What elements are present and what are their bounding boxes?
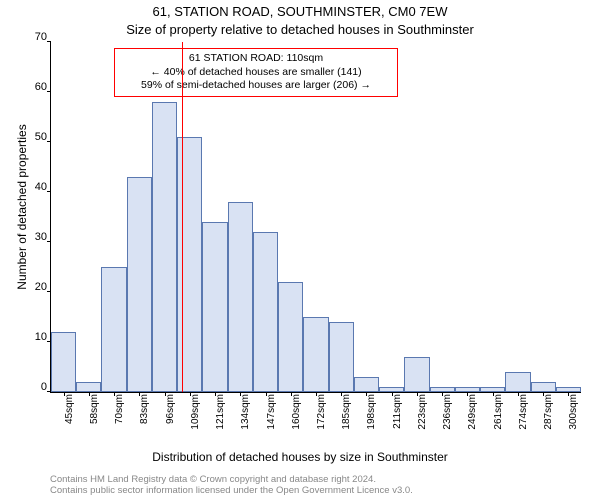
histogram-bar [127, 177, 152, 392]
x-tick-mark [341, 392, 342, 396]
x-tick-label: 96sqm [165, 394, 176, 444]
info-line-1: 61 STATION ROAD: 110sqm [121, 52, 391, 66]
y-tick-mark [47, 91, 51, 92]
x-tick-mark [291, 392, 292, 396]
x-tick-mark [568, 392, 569, 396]
x-tick-mark [493, 392, 494, 396]
x-tick-mark [543, 392, 544, 396]
histogram-bar [202, 222, 227, 392]
x-tick-label: 58sqm [89, 394, 100, 444]
y-tick-mark [47, 291, 51, 292]
histogram-bar [531, 382, 556, 392]
x-tick-mark [240, 392, 241, 396]
marker-line [182, 42, 183, 392]
info-line-3: 59% of semi-detached houses are larger (… [121, 79, 391, 93]
x-tick-label: 261sqm [493, 394, 504, 444]
x-tick-mark [467, 392, 468, 396]
x-tick-mark [518, 392, 519, 396]
x-tick-label: 109sqm [190, 394, 201, 444]
footer-line-1: Contains HM Land Registry data © Crown c… [50, 474, 413, 485]
info-box: 61 STATION ROAD: 110sqm ← 40% of detache… [114, 48, 398, 97]
info-line-2: ← 40% of detached houses are smaller (14… [121, 66, 391, 80]
x-tick-mark [89, 392, 90, 396]
y-tick-mark [47, 141, 51, 142]
x-tick-mark [366, 392, 367, 396]
histogram-bar [303, 317, 328, 392]
histogram-bar [354, 377, 379, 392]
chart-title-line2: Size of property relative to detached ho… [0, 22, 600, 37]
x-tick-label: 274sqm [518, 394, 529, 444]
x-tick-mark [392, 392, 393, 396]
histogram-bar [101, 267, 126, 392]
histogram-bar [505, 372, 530, 392]
x-tick-mark [266, 392, 267, 396]
footer: Contains HM Land Registry data © Crown c… [50, 474, 413, 497]
x-tick-label: 300sqm [568, 394, 579, 444]
x-tick-mark [417, 392, 418, 396]
chart-title-line1: 61, STATION ROAD, SOUTHMINSTER, CM0 7EW [0, 4, 600, 19]
x-tick-label: 121sqm [215, 394, 226, 444]
x-tick-mark [215, 392, 216, 396]
plot-area: 61 STATION ROAD: 110sqm ← 40% of detache… [50, 42, 581, 393]
x-tick-mark [442, 392, 443, 396]
x-tick-label: 83sqm [139, 394, 150, 444]
histogram-bar [152, 102, 177, 392]
x-tick-label: 70sqm [114, 394, 125, 444]
x-tick-mark [316, 392, 317, 396]
x-tick-label: 160sqm [291, 394, 302, 444]
x-tick-label: 236sqm [442, 394, 453, 444]
histogram-bar [278, 282, 303, 392]
histogram-bar [329, 322, 354, 392]
x-tick-label: 211sqm [392, 394, 403, 444]
chart-container: 61, STATION ROAD, SOUTHMINSTER, CM0 7EW … [0, 0, 600, 500]
x-tick-label: 287sqm [543, 394, 554, 444]
x-axis-label: Distribution of detached houses by size … [0, 450, 600, 464]
x-tick-label: 172sqm [316, 394, 327, 444]
histogram-bar [76, 382, 101, 392]
x-tick-mark [64, 392, 65, 396]
histogram-bar [228, 202, 253, 392]
x-tick-mark [139, 392, 140, 396]
x-tick-label: 249sqm [467, 394, 478, 444]
y-tick-mark [47, 191, 51, 192]
x-tick-mark [114, 392, 115, 396]
x-tick-mark [165, 392, 166, 396]
histogram-bar [253, 232, 278, 392]
x-tick-label: 147sqm [266, 394, 277, 444]
y-tick-mark [47, 241, 51, 242]
y-tick-mark [47, 41, 51, 42]
histogram-bar [51, 332, 76, 392]
x-tick-label: 223sqm [417, 394, 428, 444]
x-tick-label: 134sqm [240, 394, 251, 444]
x-tick-label: 198sqm [366, 394, 377, 444]
x-tick-label: 45sqm [64, 394, 75, 444]
x-tick-label: 185sqm [341, 394, 352, 444]
x-tick-mark [190, 392, 191, 396]
histogram-bar [404, 357, 429, 392]
footer-line-2: Contains public sector information licen… [50, 485, 413, 496]
